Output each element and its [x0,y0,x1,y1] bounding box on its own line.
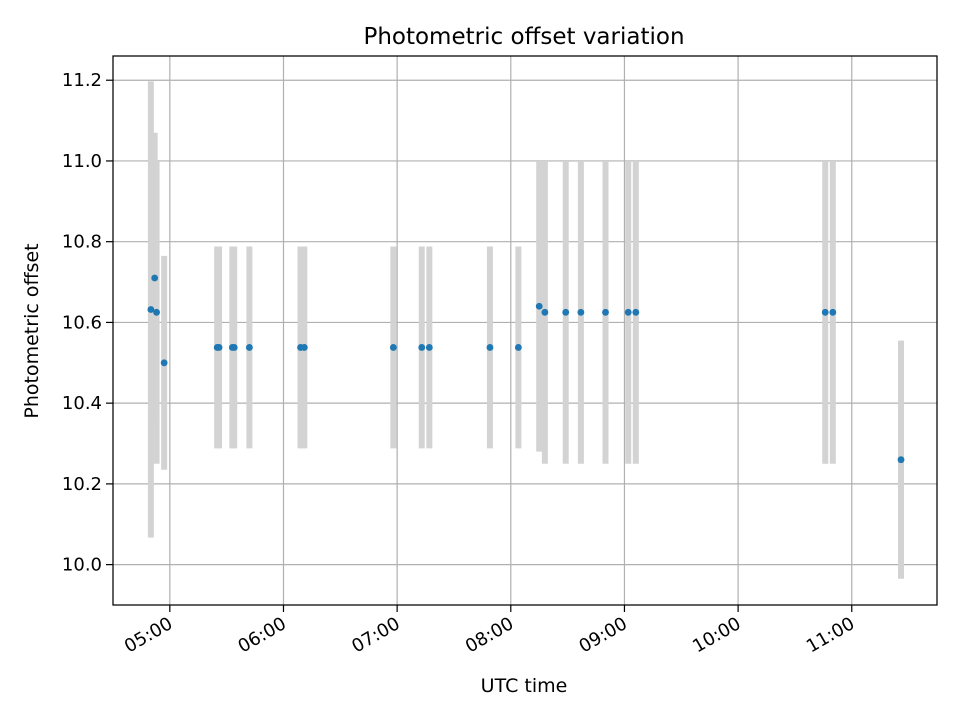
x-tick-label: 06:00 [235,613,290,657]
y-tick-label: 10.4 [62,393,102,414]
data-point [535,302,543,310]
data-point [418,344,426,351]
y-axis-ticks: 10.0 10.2 10.4 10.6 10.8 11.0 11.2 [62,70,113,576]
data-point [153,308,160,316]
data-point [300,344,308,351]
x-axis-ticks: 05:00 06:00 07:00 08:00 09:00 10:00 11:00 [121,605,858,657]
y-tick-label: 11.0 [62,151,102,172]
chart-title: Photometric offset variation [363,24,684,50]
x-tick-label: 10:00 [689,613,744,657]
data-point [389,344,397,351]
y-tick-label: 10.8 [62,232,102,253]
plot-frame [112,55,938,606]
y-tick-label: 11.2 [62,70,102,91]
data-point [514,344,522,351]
y-tick-label: 10.6 [62,312,102,333]
data-point [624,308,632,316]
x-tick-label: 09:00 [576,613,631,657]
data-point [821,308,829,316]
x-axis-label: UTC time [481,675,568,697]
data-point [230,344,238,351]
y-tick-label: 10.0 [62,555,102,576]
x-tick-label: 05:00 [121,613,176,657]
data-point [151,274,159,282]
data-point [562,308,570,316]
data-point [486,344,494,351]
data-point [425,344,433,351]
data-point [541,308,549,316]
x-tick-label: 11:00 [803,613,858,657]
data-point [577,308,585,316]
y-tick-label: 10.2 [62,474,102,495]
data-point [147,306,155,313]
data-point [215,344,223,351]
data-point [829,308,837,316]
data-point [602,308,609,316]
data-points [147,274,905,464]
error-bars [147,81,905,579]
data-point [897,456,905,464]
data-point [632,308,640,316]
y-axis-label: Photometric offset [21,243,43,418]
x-tick-label: 07:00 [348,613,403,657]
data-point [160,359,168,367]
x-tick-label: 08:00 [462,613,517,657]
data-point [245,344,253,351]
